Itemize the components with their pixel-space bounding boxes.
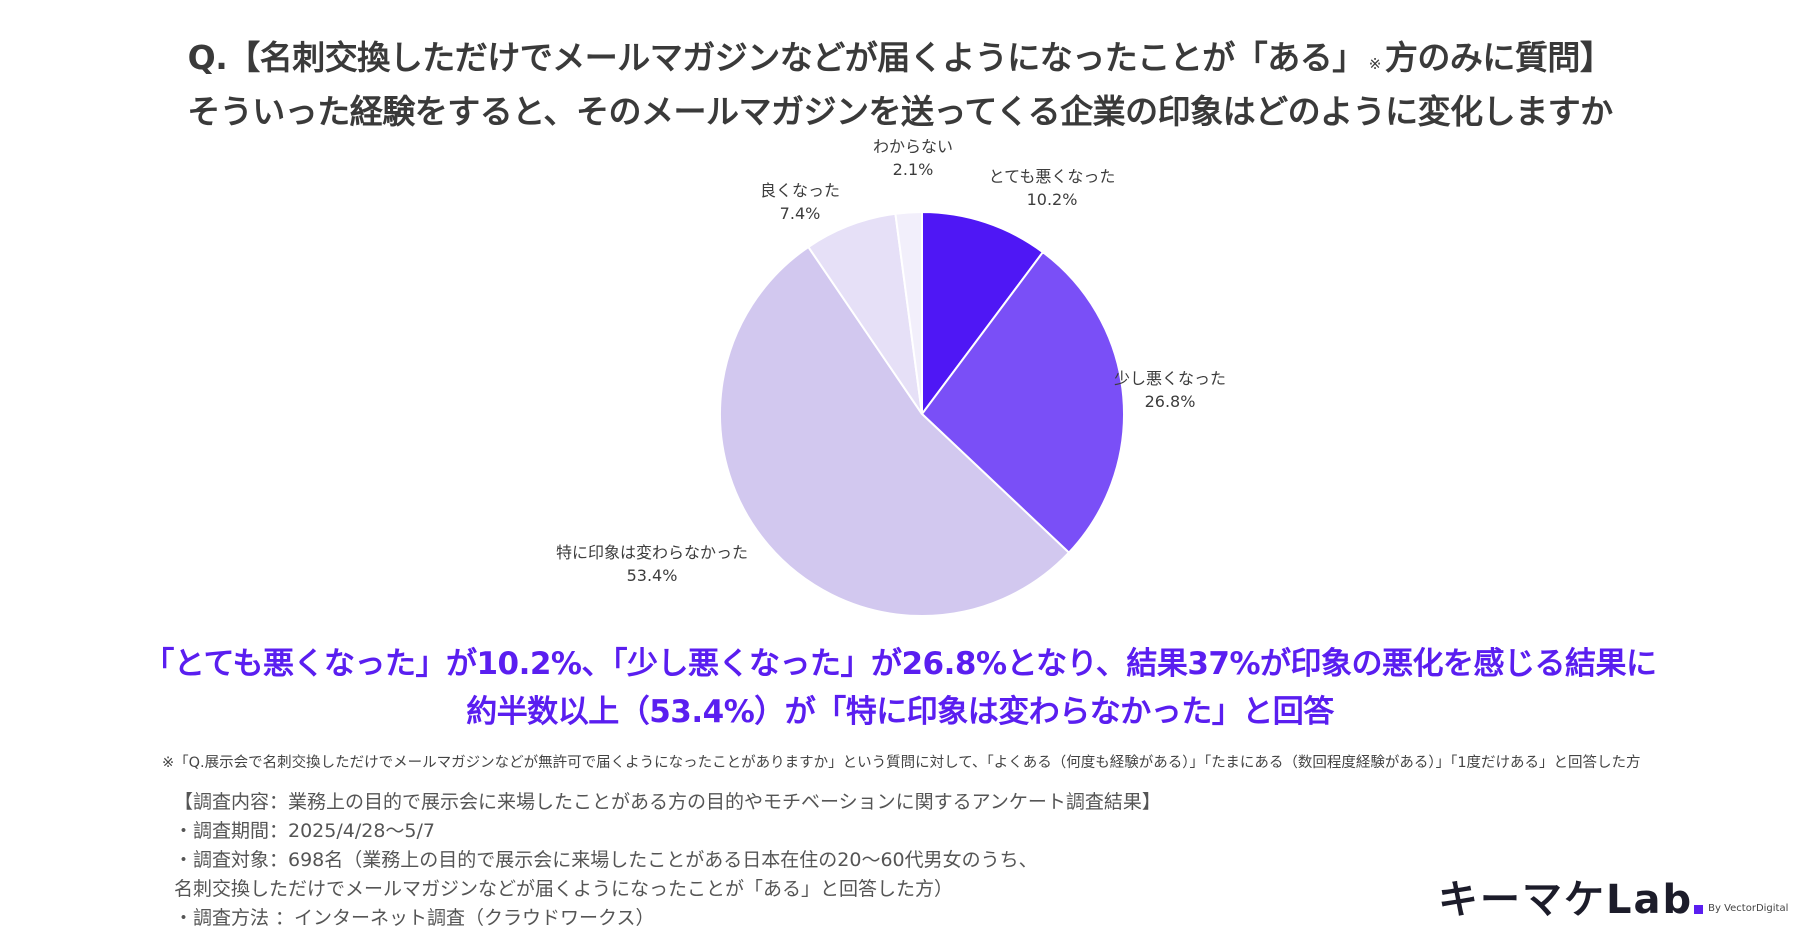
survey-period: ・調査期間：2025/4/28〜5/7 [174, 820, 435, 842]
survey-info-header: 【調査内容：業務上の目的で展示会に来場したことがある方の目的やモチベーションに関… [174, 791, 1161, 813]
slice-label: とても悪くなった [989, 167, 1116, 186]
slice-label: 少し悪くなった [1114, 369, 1226, 388]
title-line-1: Q.【名刺交換しただけでメールマガジンなどが届くようになったことが「ある」 ※ 方の… [0, 34, 1800, 88]
slice-value-label: 7.4% [780, 204, 821, 223]
headline-summary: 「とても悪くなった」が10.2%、「少し悪くなった」が26.8%となり、結果37… [0, 640, 1800, 736]
title-line-1-tail: 方のみに質問】 [1384, 38, 1613, 77]
slice-value-label: 53.4% [627, 566, 678, 585]
logo-byline: By VectorDigital [1708, 903, 1789, 914]
slice-value-label: 10.2% [1027, 190, 1078, 209]
title-line-1-main: Q.【名刺交換しただけでメールマガジンなどが届くようになったことが「ある」 [187, 38, 1366, 77]
slice-value-label: 2.1% [893, 160, 934, 179]
slice-label: 特に印象は変わらなかった [556, 543, 748, 562]
slice-label: わからない [873, 137, 953, 156]
survey-method: ・調査方法 ：インターネット調査（クラウドワークス） [174, 907, 655, 929]
footnote: ※「Q.展示会で名刺交換しただけでメールマガジンなどが無許可で届くようになったこ… [162, 755, 1641, 771]
pie-chart: とても悪くなった 10.2% 少し悪くなった 26.8% 特に印象は変わらなかった 53.… [556, 137, 1226, 617]
slice-value-label: 26.8% [1145, 392, 1196, 411]
slice-label: 良くなった [760, 181, 840, 200]
logo-dot-mark [1694, 905, 1704, 914]
pie-slice [921, 210, 1045, 418]
survey-target: ・調査対象：698名（業務上の目的で展示会に来場したことがある日本在住の20〜6… [174, 849, 1038, 871]
brand-logo: キーマケLab By VectorDigital [1438, 878, 1788, 922]
pie-slice [894, 210, 923, 415]
chart-title: Q.【名刺交換しただけでメールマガジンなどが届くようになったことが「ある」 ※ 方の… [0, 34, 1800, 136]
logo-wordmark: キーマケLab [1438, 877, 1694, 923]
headline-line-2: 約半数以上（53.4%）が「特に印象は変わらなかった」と回答 [466, 694, 1334, 730]
survey-info: 【調査内容：業務上の目的で展示会に来場したことがある方の目的やモチベーションに関… [174, 788, 1161, 933]
pie-slice [920, 250, 1125, 555]
survey-target-cont: 名刺交換しただけでメールマガジンなどが届くようになったことが「ある」と回答した方… [174, 878, 954, 900]
title-note-mark: ※ [1368, 55, 1382, 73]
headline-line-1: 「とても悪くなった」が10.2%、「少し悪くなった」が26.8%となり、結果37… [143, 646, 1657, 682]
pie-slice [719, 245, 1071, 617]
title-line-2: そういった経験をすると、そのメールマガジンを送ってくる企業の印象はどのように変化… [187, 92, 1613, 131]
